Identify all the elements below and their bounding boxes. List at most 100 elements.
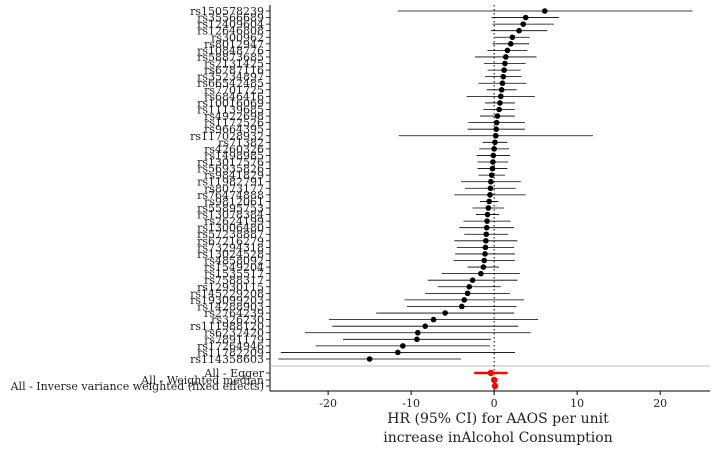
snp-label: rs7701725 bbox=[204, 84, 264, 97]
snp-point bbox=[502, 60, 508, 67]
snp-point bbox=[507, 41, 514, 47]
snp-label: rs66542485 bbox=[197, 77, 264, 90]
snp-label: rs326230 bbox=[211, 314, 264, 327]
snp-point bbox=[482, 244, 489, 251]
snp-point bbox=[501, 67, 507, 73]
snp-point bbox=[414, 329, 421, 336]
snp-point bbox=[497, 100, 503, 106]
summary-point bbox=[487, 369, 495, 377]
snp-point bbox=[483, 231, 490, 238]
snp-label: rs67216279 bbox=[197, 235, 264, 248]
snp-label: rs2624199 bbox=[204, 215, 264, 228]
snp-label: rs2764239 bbox=[204, 307, 264, 320]
snp-point bbox=[493, 119, 500, 126]
summary-point bbox=[491, 382, 499, 390]
snp-label: rs12646808 bbox=[197, 25, 264, 38]
label-layer: rs150578239rs35566689rs12409604rs1264680… bbox=[10, 5, 265, 393]
snp-point bbox=[493, 126, 500, 132]
snp-label: rs150578239 bbox=[190, 5, 264, 18]
snp-point bbox=[488, 178, 494, 185]
summary-point bbox=[490, 376, 498, 384]
x-tick-label: 0 bbox=[491, 397, 498, 410]
snp-point bbox=[504, 47, 511, 54]
x-tick-label: 20 bbox=[653, 397, 667, 410]
ci-layer bbox=[278, 10, 693, 388]
snp-label: rs193099203 bbox=[190, 294, 264, 307]
snp-point bbox=[481, 257, 487, 264]
snp-label: rs35566689 bbox=[197, 12, 264, 25]
x-tick-label: -20 bbox=[319, 397, 337, 410]
x-tick-label: 10 bbox=[570, 397, 584, 410]
snp-point bbox=[366, 356, 373, 362]
snp-label: rs14288903 bbox=[197, 300, 264, 313]
snp-label: rs6787116 bbox=[204, 64, 264, 77]
snp-label: rs1535517 bbox=[204, 268, 264, 281]
snp-point bbox=[516, 27, 522, 34]
snp-point bbox=[484, 218, 490, 224]
snp-label: rs35234897 bbox=[197, 71, 264, 84]
summary-label: All - Inverse variance weighted (fixed e… bbox=[10, 380, 264, 393]
snp-point bbox=[484, 211, 491, 218]
snp-label: rs2131425 bbox=[204, 58, 264, 71]
snp-label: rs11139685 bbox=[197, 103, 264, 116]
snp-label: rs145229208 bbox=[190, 287, 264, 300]
snp-label: rs300962 bbox=[211, 31, 264, 44]
snp-point bbox=[492, 139, 498, 146]
snp-label: rs117028932 bbox=[190, 130, 264, 143]
snp-point bbox=[522, 14, 529, 21]
snp-label: rs12930115 bbox=[197, 281, 264, 294]
snp-label: rs9841829 bbox=[204, 169, 264, 182]
snp-label: rs57238887 bbox=[197, 228, 264, 241]
snp-point bbox=[490, 159, 496, 165]
snp-point bbox=[480, 264, 487, 270]
snp-point bbox=[487, 185, 494, 192]
snp-label: rs7588317 bbox=[204, 274, 264, 287]
snp-point bbox=[494, 113, 501, 119]
snp-point bbox=[520, 21, 527, 27]
snp-point bbox=[400, 343, 406, 349]
snp-point bbox=[469, 277, 476, 284]
snp-label: rs13006480 bbox=[197, 222, 264, 235]
snp-point bbox=[541, 8, 548, 14]
snp-point bbox=[486, 198, 492, 205]
snp-label: rs114358603 bbox=[190, 353, 264, 366]
x-axis-title-line-2: increase inAlcohol Consumption bbox=[383, 430, 612, 446]
snp-label: rs11782209 bbox=[197, 346, 264, 359]
snp-point bbox=[422, 323, 429, 329]
snp-point bbox=[458, 303, 465, 310]
snp-label: rs56935826 bbox=[197, 163, 264, 176]
snp-point bbox=[496, 106, 502, 113]
snp-point bbox=[466, 283, 473, 290]
snp-point bbox=[430, 316, 437, 323]
snp-label: rs13024528 bbox=[197, 248, 264, 261]
snp-label: rs17264946 bbox=[197, 340, 264, 353]
snp-point bbox=[498, 86, 505, 93]
snp-label: rs71382 bbox=[218, 136, 264, 149]
snp-label: rs1172526 bbox=[204, 117, 264, 130]
snp-label: rs6232420 bbox=[204, 327, 264, 340]
snp-label: rs8012947 bbox=[204, 38, 264, 51]
snp-point bbox=[483, 238, 489, 244]
x-tick-label: -10 bbox=[402, 397, 420, 410]
snp-label: rs9664395 bbox=[204, 123, 264, 136]
snp-point bbox=[485, 205, 492, 211]
snp-point bbox=[464, 290, 471, 297]
summary-label: All - Egger bbox=[203, 367, 264, 380]
snp-point bbox=[493, 132, 499, 139]
summary-label: All - Weighted median bbox=[140, 374, 264, 387]
snp-point bbox=[487, 192, 493, 198]
snp-label: rs7891179 bbox=[204, 333, 264, 346]
snp-label: rs58873685 bbox=[197, 51, 264, 64]
snp-label: rs12409604 bbox=[197, 18, 264, 31]
snp-label: rs10848776 bbox=[197, 44, 264, 57]
snp-label: rs76474888 bbox=[197, 189, 264, 202]
snp-label: rs4260326 bbox=[204, 143, 264, 156]
snp-label: rs73294318 bbox=[197, 241, 264, 254]
snp-point bbox=[502, 54, 509, 60]
snp-point bbox=[499, 80, 506, 87]
snp-point bbox=[395, 349, 401, 356]
snp-point bbox=[483, 224, 490, 231]
snp-label: rs1498985 bbox=[204, 149, 264, 162]
snp-label: rs9812061 bbox=[204, 195, 264, 208]
